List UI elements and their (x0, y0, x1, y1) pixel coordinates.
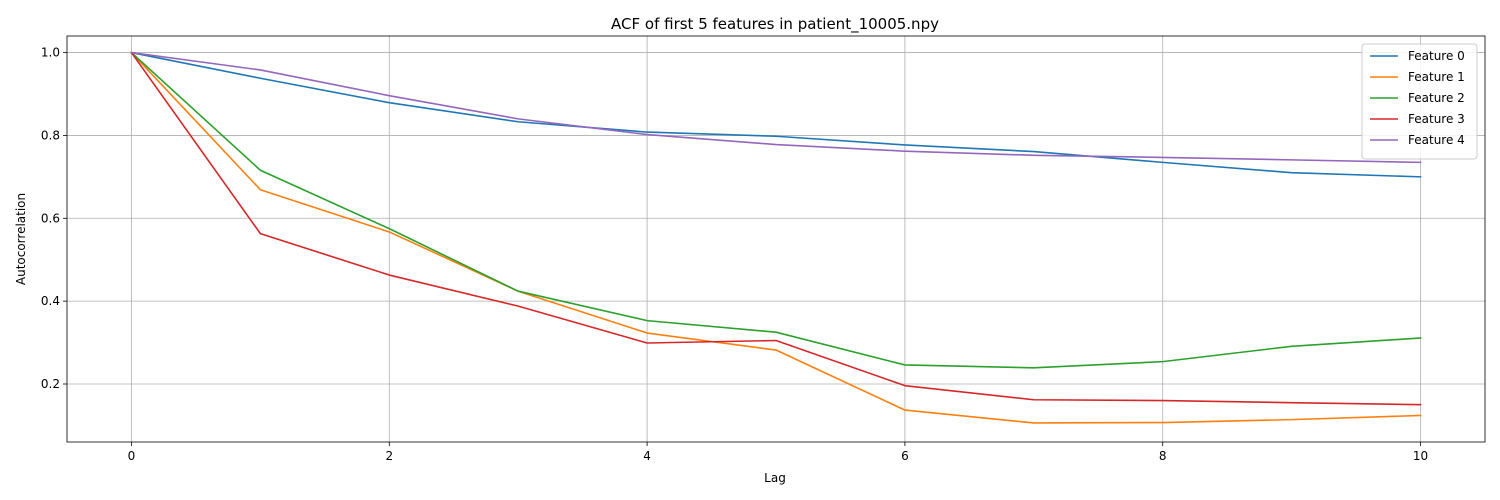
x-tick-label: 10 (1413, 449, 1428, 463)
x-tick-label: 0 (128, 449, 136, 463)
series-line-feature-4 (130, 51, 1422, 164)
legend-label: Feature 2 (1408, 91, 1465, 105)
plot-frame (66, 35, 1486, 443)
tick-layer: 0 2 4 6 8 10 0.2 0.4 0.6 0.8 1.0 (41, 46, 1428, 463)
x-tick-label: 8 (1159, 449, 1167, 463)
y-tick-label: 1.0 (41, 46, 60, 60)
x-tick-label: 2 (385, 449, 393, 463)
y-tick-label: 0.8 (41, 128, 60, 142)
series-line-feature-3 (130, 51, 1422, 406)
x-tick-label: 4 (643, 449, 651, 463)
legend-box (1361, 43, 1478, 160)
chart-title: ACF of first 5 features in patient_10005… (611, 15, 939, 34)
y-axis-label: Autocorrelation (14, 193, 28, 285)
x-tick-label: 6 (901, 449, 909, 463)
series-line-feature-1 (130, 51, 1422, 424)
y-tick-label: 0.6 (41, 211, 60, 225)
series-line-feature-2 (130, 51, 1422, 369)
legend: Feature 0 Feature 1 Feature 2 Feature 3 Feat… (1361, 43, 1478, 160)
legend-label: Feature 1 (1408, 70, 1465, 84)
series-layer (130, 51, 1422, 424)
legend-label: Feature 4 (1408, 133, 1465, 147)
legend-label: Feature 3 (1408, 112, 1465, 126)
series-line-feature-0 (130, 51, 1422, 178)
x-axis-label: Lag (764, 471, 786, 485)
y-tick-label: 0.4 (41, 294, 60, 308)
legend-label: Feature 0 (1408, 49, 1465, 63)
y-tick-label: 0.2 (41, 377, 60, 391)
